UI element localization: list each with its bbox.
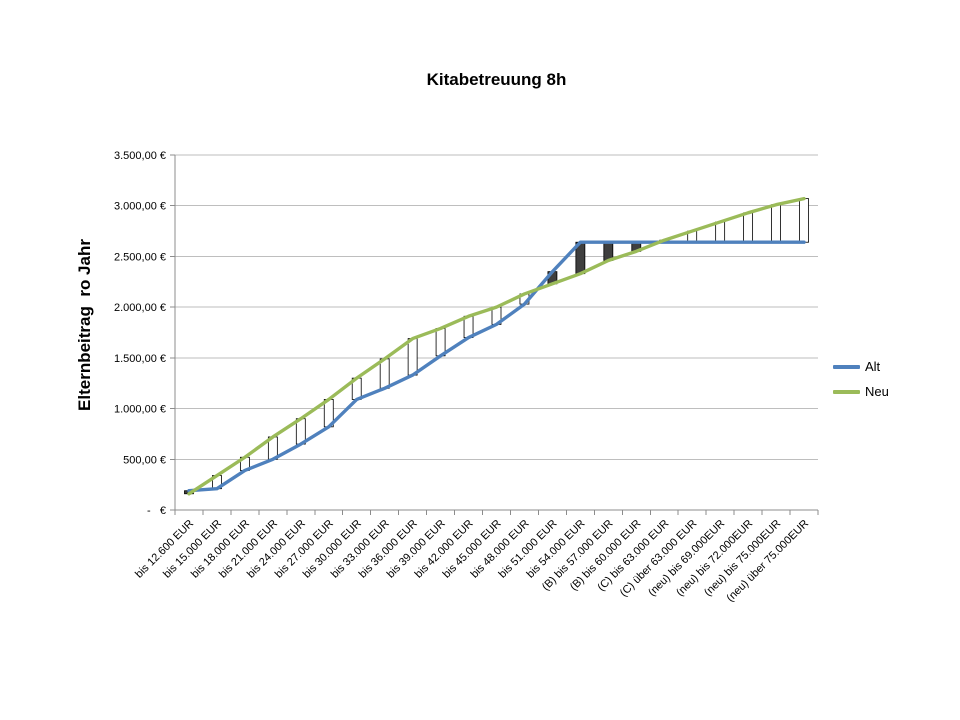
alt-line-swatch (833, 364, 860, 369)
series-line-alt[interactable] (187, 240, 806, 493)
up-bar (435, 328, 446, 357)
legend: Alt Neu (833, 359, 889, 399)
y-axis-tick-label: 3.000,00 € (114, 201, 166, 213)
series-line-neu[interactable] (187, 196, 806, 496)
up-bar (743, 212, 754, 243)
legend-item-alt[interactable]: Alt (833, 359, 889, 374)
up-bar (799, 198, 809, 243)
up-bar (407, 338, 418, 376)
y-axis-tick-label: 1.500,00 € (114, 353, 166, 365)
y-axis-tick-label: 2.500,00 € (114, 251, 166, 263)
y-axis-tick-label: 500,00 € (123, 454, 166, 466)
legend-label-alt: Alt (865, 359, 881, 374)
up-bar (771, 204, 781, 243)
y-axis-tick-label: - € (147, 505, 166, 517)
up-bar (379, 358, 390, 389)
legend-item-neu[interactable]: Neu (833, 384, 889, 399)
chart-title: Kitabetreuung 8h (426, 70, 567, 89)
legend-label-neu: Neu (865, 384, 889, 399)
neu-line-swatch (833, 389, 860, 394)
y-axis-tick-label: 1.000,00 € (114, 404, 166, 416)
y-axis-tick-label: 2.000,00 € (114, 302, 166, 314)
y-axis-tick-label: 3.500,00 € (114, 150, 166, 162)
up-bar (715, 221, 726, 243)
